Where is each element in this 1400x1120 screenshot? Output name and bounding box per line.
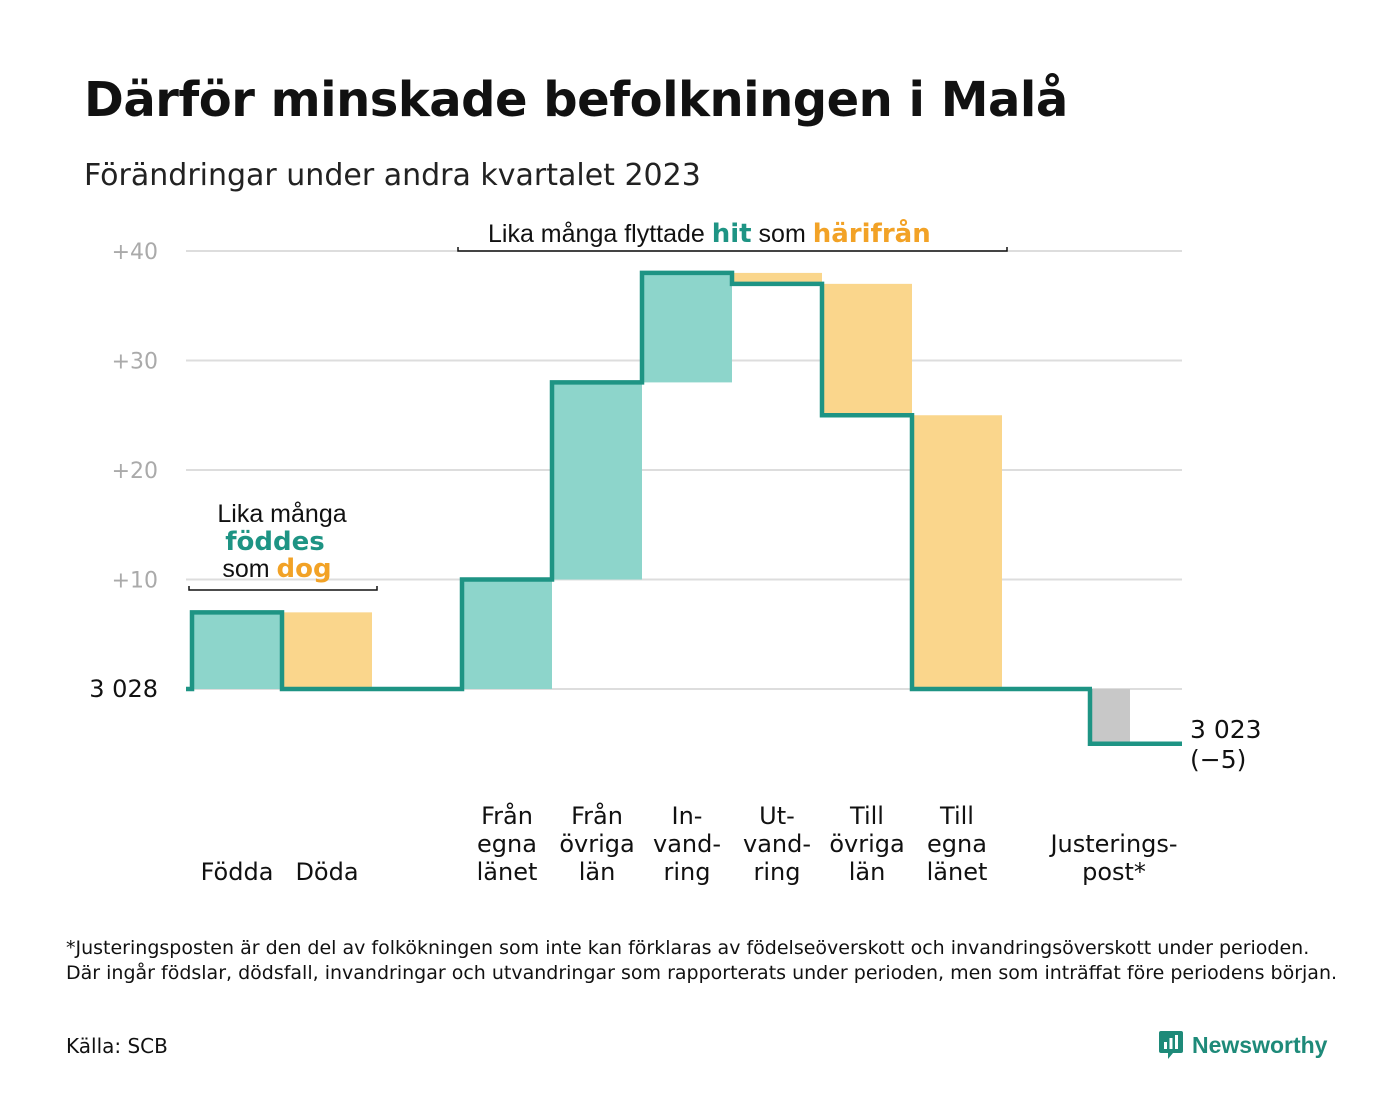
y-tick-label: +30 (112, 350, 158, 375)
migration-annotation: Lika många flyttade hit som härifrån (488, 217, 931, 249)
category-label-fran-ovriga-lan: län (579, 858, 616, 886)
chart-subtitle: Förändringar under andra kvartalet 2023 (84, 158, 701, 193)
bar-fodda (192, 612, 282, 689)
category-label-fran-egna-lanet: länet (477, 858, 538, 886)
births-annotation-teal-word: föddes (225, 527, 325, 557)
category-label-justeringspost: post* (1082, 858, 1146, 886)
category-label-utvandring: Ut- (759, 802, 795, 830)
migration-annotation-orange-word: härifrån (813, 217, 931, 249)
births-annotation-prefix: som (222, 555, 276, 583)
footnote: *Justeringsposten är den del av folkökni… (66, 937, 1338, 984)
category-label-invandring: vand- (653, 830, 721, 858)
births-annotation-line3: som dog (222, 554, 331, 584)
source-label: Källa: SCB (66, 1034, 168, 1058)
cumulative-step-line (186, 270, 1182, 747)
category-label-fran-egna-lanet: egna (477, 830, 537, 858)
end-value-label: 3 023 (1190, 715, 1262, 744)
bar-till-egna-lanet (912, 415, 1002, 689)
category-label-fran-egna-lanet: Från (481, 801, 533, 830)
category-label-invandring: ring (664, 858, 711, 886)
y-tick-label: +20 (112, 459, 158, 484)
bar-fran-ovriga-lan (552, 382, 642, 580)
category-label-fran-ovriga-lan: övriga (559, 830, 634, 858)
category-label-doda: Döda (295, 858, 358, 886)
bars-layer (192, 272, 1130, 744)
y-tick-label: +10 (112, 569, 158, 594)
category-label-till-ovriga-lan: Till (849, 802, 884, 830)
category-label-till-ovriga-lan: övriga (829, 830, 904, 858)
category-label-fran-ovriga-lan: Från (571, 801, 623, 830)
category-label-till-egna-lanet: egna (927, 830, 987, 858)
migration-annotation-prefix: Lika många flyttade (488, 220, 712, 248)
migration-bracket (457, 247, 1008, 252)
step-line-layer (186, 270, 1182, 747)
category-label-till-ovriga-lan: län (849, 858, 886, 886)
migration-annotation-teal-word: hit (712, 219, 752, 249)
category-label-justeringspost: Justerings- (1048, 830, 1177, 858)
y-tick-label: +40 (112, 240, 158, 265)
bar-utvandring (732, 272, 822, 284)
births-annotation-line1: Lika många (217, 500, 346, 528)
births-bracket (188, 586, 378, 591)
end-value-label: (−5) (1190, 745, 1246, 774)
bar-till-ovriga-lan (822, 283, 912, 416)
bar-invandring (642, 272, 732, 383)
births-annotation-orange-word: dog (277, 554, 332, 584)
logo-text: Newsworthy (1192, 1031, 1328, 1058)
category-label-utvandring: ring (754, 858, 801, 886)
category-label-till-egna-lanet: Till (939, 802, 974, 830)
start-value-label: 3 028 (89, 675, 158, 703)
category-label-utvandring: vand- (743, 830, 811, 858)
bar-justeringspost (1090, 689, 1130, 744)
category-label-fodda: Födda (201, 858, 274, 886)
newsworthy-logo[interactable]: Newsworthy (1158, 1028, 1327, 1062)
bar-doda (282, 612, 372, 689)
newsworthy-chart-bubble-icon (1159, 1031, 1183, 1059)
category-label-till-egna-lanet: länet (927, 858, 988, 886)
bar-fran-egna-lanet (462, 579, 552, 689)
category-label-invandring: In- (672, 802, 703, 830)
chart-title: Därför minskade befolkningen i Malå (84, 72, 1068, 128)
migration-annotation-middle: som (752, 220, 813, 248)
